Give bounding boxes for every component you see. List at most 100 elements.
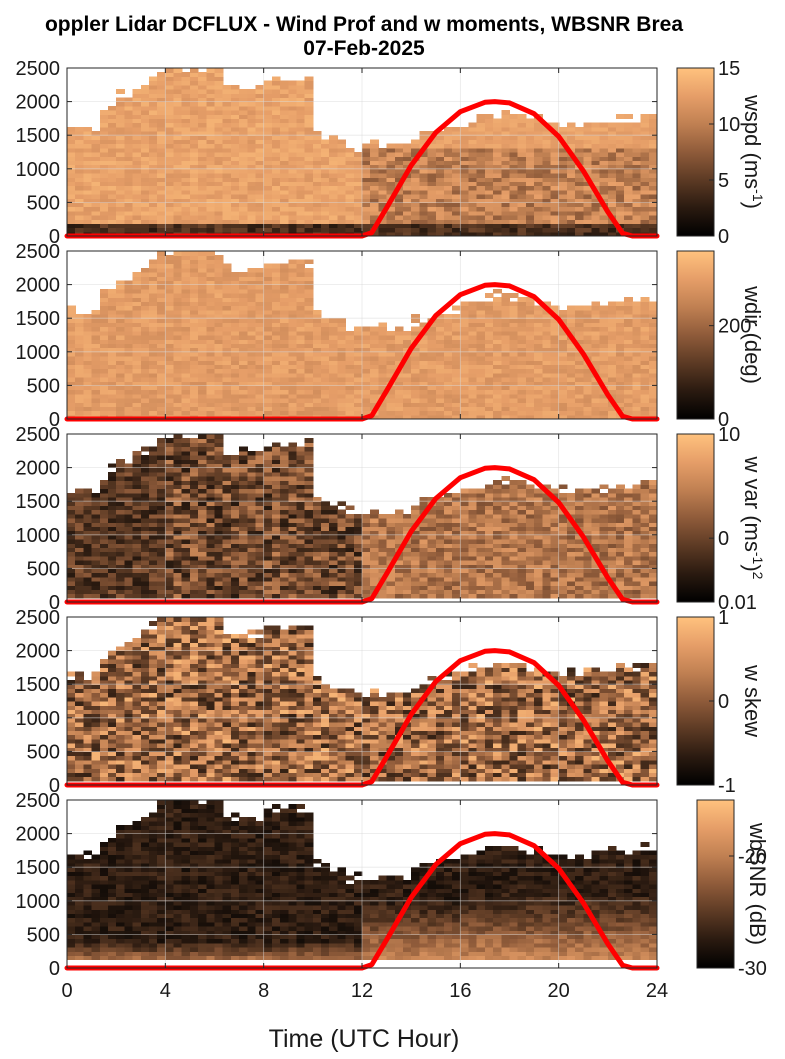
- heatmap-cell: [312, 156, 322, 161]
- heatmap-cell: [484, 381, 494, 386]
- heatmap-cell: [214, 202, 224, 208]
- heatmap-cell: [165, 560, 175, 565]
- heatmap-cell: [624, 139, 634, 145]
- heatmap-cell: [624, 177, 634, 182]
- heatmap-cell: [157, 539, 166, 544]
- heatmap-cell: [280, 293, 289, 298]
- heatmap-cell: [534, 135, 543, 140]
- heatmap-cell: [132, 480, 142, 485]
- heatmap-cell: [99, 356, 109, 361]
- heatmap-cell: [173, 335, 183, 340]
- heatmap-cell: [378, 231, 388, 237]
- heatmap-cell: [173, 442, 183, 448]
- heatmap-cell: [296, 372, 306, 378]
- heatmap-cell: [132, 476, 142, 481]
- heatmap-cell: [525, 314, 535, 319]
- heatmap-cell: [198, 555, 207, 561]
- heatmap-cell: [263, 173, 273, 178]
- heatmap-cell: [165, 280, 175, 286]
- heatmap-cell: [616, 210, 625, 216]
- heatmap-cell: [83, 181, 93, 187]
- heatmap-cell: [239, 410, 248, 416]
- heatmap-cell: [99, 126, 109, 132]
- heatmap-cell: [312, 147, 322, 153]
- heatmap-cell: [157, 84, 166, 90]
- heatmap-cell: [394, 360, 404, 365]
- heatmap-cell: [566, 126, 576, 132]
- heatmap-cell: [484, 368, 494, 374]
- heatmap-cell: [83, 185, 93, 191]
- heatmap-cell: [362, 372, 371, 378]
- heatmap-cell: [542, 406, 552, 412]
- heatmap-cell: [632, 122, 642, 128]
- heatmap-cell: [517, 194, 527, 199]
- heatmap-cell: [181, 347, 191, 353]
- heatmap-cell: [542, 160, 552, 166]
- heatmap-cell: [230, 288, 240, 294]
- heatmap-cell: [206, 406, 216, 412]
- heatmap-cell: [116, 497, 125, 502]
- heatmap-cell: [616, 177, 625, 182]
- heatmap-cell: [370, 206, 379, 212]
- heatmap-cell: [181, 406, 191, 412]
- heatmap-cell: [148, 593, 158, 599]
- heatmap-cell: [558, 351, 568, 357]
- heatmap-cell: [501, 231, 511, 237]
- heatmap-cell: [181, 501, 191, 506]
- heatmap-cell: [271, 351, 281, 357]
- heatmap-cell: [181, 572, 191, 578]
- heatmap-cell: [271, 164, 281, 170]
- heatmap-cell: [402, 143, 412, 149]
- heatmap-cell: [173, 410, 183, 416]
- heatmap-cell: [394, 356, 404, 361]
- heatmap-cell: [558, 206, 568, 212]
- heatmap-cell: [198, 122, 207, 128]
- heatmap-cell: [460, 360, 470, 365]
- heatmap-cell: [312, 406, 322, 412]
- heatmap-cell: [75, 539, 84, 544]
- heatmap-cell: [534, 398, 543, 403]
- heatmap-cell: [247, 314, 257, 319]
- heatmap-cell: [640, 301, 650, 307]
- heatmap-cell: [583, 372, 593, 378]
- heatmap-cell: [370, 372, 379, 378]
- heatmap-cell: [165, 194, 175, 199]
- heatmap-cell: [67, 581, 76, 586]
- heatmap-cell: [67, 497, 76, 502]
- heatmap-cell: [67, 309, 76, 315]
- heatmap-cell: [230, 335, 240, 340]
- heatmap-cell: [304, 206, 314, 212]
- heatmap-cell: [484, 385, 494, 391]
- heatmap-cell: [280, 351, 289, 357]
- heatmap-cell: [427, 164, 437, 170]
- heatmap-cell: [181, 284, 191, 290]
- heatmap-cell: [362, 227, 371, 233]
- heatmap-cell: [394, 381, 404, 386]
- heatmap-cell: [411, 393, 420, 399]
- heatmap-cell: [280, 97, 289, 103]
- heatmap-cell: [124, 173, 134, 178]
- y-tick-label: 0: [49, 226, 60, 248]
- heatmap-cell: [501, 343, 511, 349]
- heatmap-cell: [296, 263, 306, 269]
- heatmap-cell: [116, 97, 125, 103]
- heatmap-cell: [501, 381, 511, 386]
- heatmap-cell: [206, 305, 216, 311]
- heatmap-cell: [427, 377, 437, 382]
- heatmap-cell: [214, 377, 224, 382]
- heatmap-cell: [583, 347, 593, 353]
- heatmap-cell: [624, 389, 634, 395]
- heatmap-cell: [67, 177, 76, 182]
- heatmap-cell: [386, 364, 396, 370]
- heatmap-cell: [165, 581, 175, 586]
- heatmap-cell: [247, 389, 257, 395]
- heatmap-cell: [189, 572, 199, 578]
- heatmap-cell: [280, 318, 289, 323]
- heatmap-cell: [525, 389, 535, 395]
- heatmap-cell: [247, 89, 257, 94]
- heatmap-cell: [525, 181, 535, 187]
- heatmap-cell: [607, 309, 617, 315]
- heatmap-cell: [263, 202, 273, 208]
- heatmap-cell: [460, 227, 470, 233]
- heatmap-cell: [534, 156, 543, 161]
